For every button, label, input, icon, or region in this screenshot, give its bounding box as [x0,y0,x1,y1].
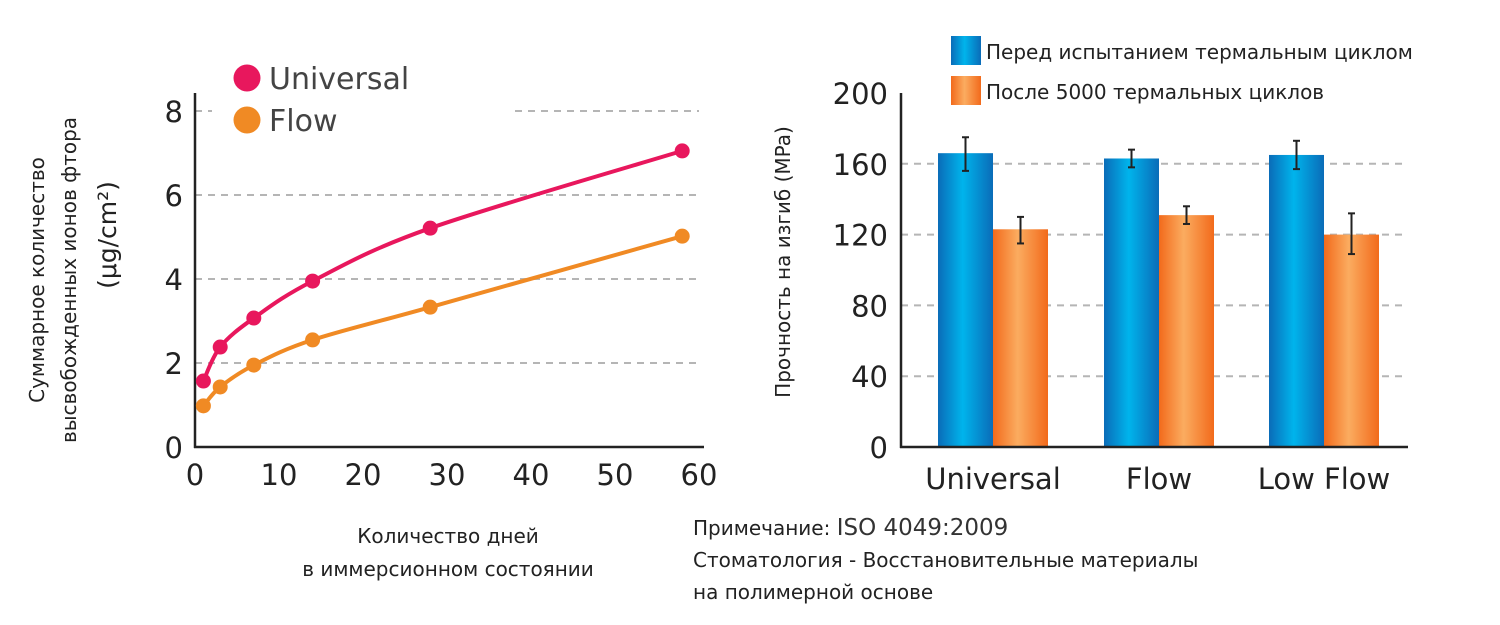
series-line-flow [201,234,683,408]
y-axis-title-line: (μg/cm²) [93,181,122,289]
legend-label-flow: Flow [269,104,337,139]
data-point-flow [305,332,321,348]
data-point-universal [212,339,228,355]
data-point-flow [674,228,690,244]
x-tick-label: 30 [429,458,466,492]
bar-after [1324,234,1379,447]
bar-after [993,229,1048,447]
y-tick-label: 6 [165,179,183,213]
x-tick-label: Low Flow [1258,462,1391,496]
y-axis-title: Прочность на изгиб (MPa) [771,126,795,398]
y-tick-label: 4 [165,263,183,297]
y-axis-title-line: высвобожденных ионов фтора [57,117,81,443]
y-tick-label: 120 [833,219,888,253]
y-tick-label: 200 [833,77,888,111]
y-tick-label: 40 [851,360,888,394]
data-point-universal [305,273,321,289]
y-axis-title-line: Суммарное количество [25,157,49,403]
y-tick-label: 80 [851,289,888,323]
x-tick-label: 0 [186,458,204,492]
x-tick-label: 10 [261,458,298,492]
x-tick-label: 20 [345,458,382,492]
data-point-universal [195,373,211,389]
y-tick-label: 160 [833,148,888,182]
y-tick-label: 2 [165,347,183,381]
bar-before [1269,154,1324,447]
legend-marker-universal [233,64,261,92]
data-point-flow [195,398,211,414]
x-axis-title-line: в иммерсионном состоянии [302,557,594,581]
legend-label-universal: Universal [269,62,409,97]
x-tick-label: 60 [681,458,718,492]
x-axis-title-line: Количество дней [357,524,539,548]
legend-label-after: После 5000 термальных циклов [986,80,1324,104]
data-point-flow [246,357,262,373]
legend-swatch-before [951,36,981,65]
legend-marker-flow [233,106,261,134]
x-tick-label: Universal [925,462,1061,496]
data-point-flow [212,379,228,395]
note: Примечание: ISO 4049:2009 Стоматология -… [693,512,1198,608]
note-standard: ISO 4049:2009 [836,515,1009,541]
x-tick-label: Flow [1126,462,1192,496]
series-line-universal [201,148,683,382]
data-point-universal [674,143,690,159]
bar-after [1159,215,1214,447]
y-tick-label: 8 [165,95,183,129]
y-tick-label: 0 [870,431,888,465]
data-point-universal [422,220,438,236]
bar-before [938,153,993,447]
note-line-2: Стоматология - Восстановительные материа… [693,548,1199,572]
x-tick-label: 40 [513,458,550,492]
bar-before [1104,158,1159,448]
fluoride-release-chart: 0 2 4 6 8 0 10 20 30 40 50 60 Universal Flow Суммарное… [25,62,717,581]
flexural-strength-chart: 0 40 80 120 160 200 Universal Flow Low Flow Прочн… [771,36,1413,496]
y-tick-label: 0 [165,431,183,465]
legend-label-before: Перед испытанием термальным циклом [986,40,1413,64]
x-tick-label: 50 [597,458,634,492]
legend-swatch-after [951,76,981,105]
note-label: Примечание: [693,516,831,540]
data-point-flow [422,299,438,315]
data-point-universal [246,310,262,326]
note-line-3: на полимерной основе [693,580,934,604]
